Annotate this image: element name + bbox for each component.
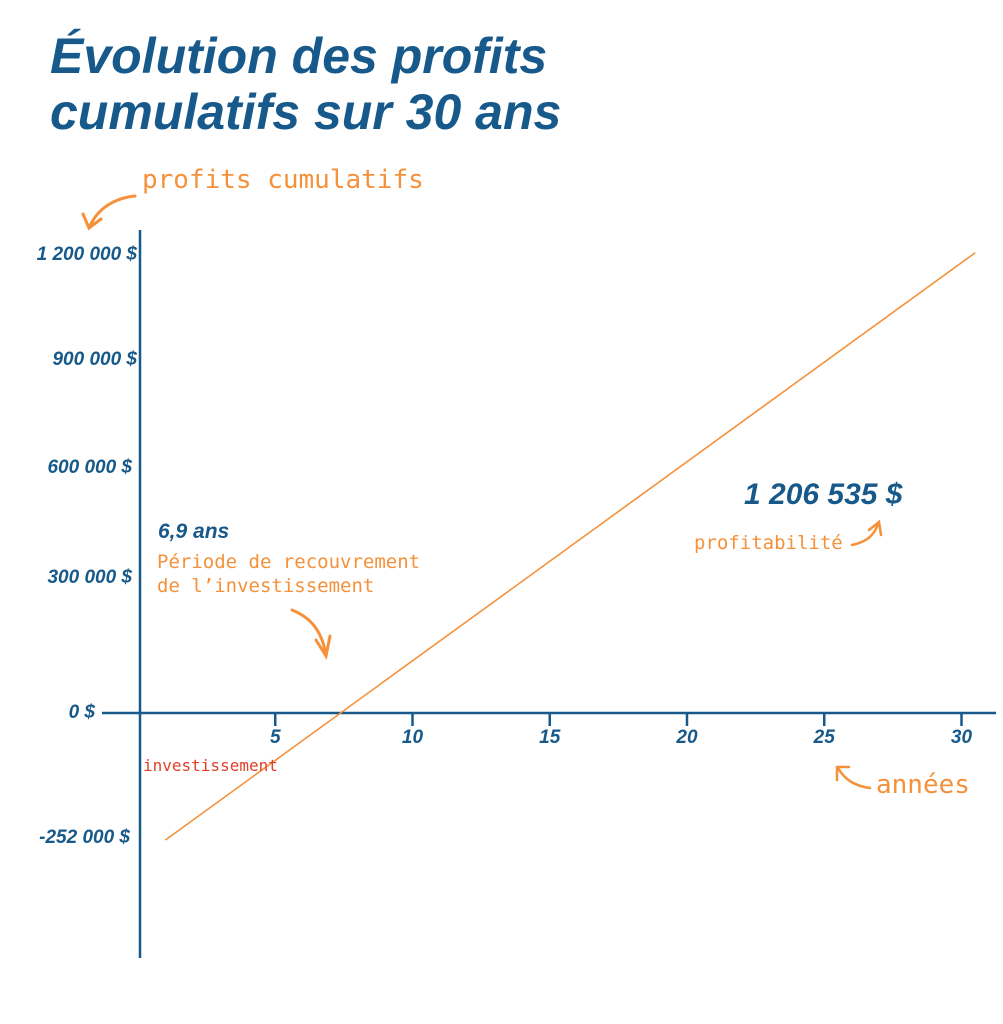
x-tick-label: 25	[813, 727, 835, 748]
payback-value: 6,9 ans	[158, 520, 230, 543]
y-tick-label: 900 000 $	[52, 349, 137, 370]
arrow-ylabel-icon	[81, 194, 137, 231]
series-line-profits	[164, 252, 976, 841]
investment-label: investissement	[143, 756, 278, 775]
x-tick-label: 10	[401, 727, 424, 748]
y-tick-label: -252 000 $	[39, 827, 130, 848]
y-axis-title: profits cumulatifs	[142, 165, 424, 195]
payback-label: Période de recouvrement de l’investisseme…	[157, 551, 421, 597]
x-tick-label: 15	[539, 727, 561, 748]
y-tick-label: 300 000 $	[47, 567, 132, 588]
y-tick-label: 1 200 000 $	[36, 244, 137, 265]
arrow-profit-icon	[850, 519, 883, 547]
y-tick-label: 600 000 $	[47, 457, 132, 478]
y-tick-label: 0 $	[68, 702, 95, 723]
x-axis-title: années	[876, 770, 970, 800]
x-tick-label: 30	[950, 727, 973, 748]
chart-title: Évolution des profits cumulatifs sur 30 a…	[50, 28, 562, 140]
x-tick-label: 20	[676, 727, 698, 748]
arrow-xlabel-icon	[835, 765, 872, 790]
final-value: 1 206 535 $	[744, 478, 903, 511]
x-tick-label: 5	[269, 727, 281, 748]
arrow-payback-icon	[290, 608, 332, 660]
final-label: profitabilité	[694, 532, 843, 554]
